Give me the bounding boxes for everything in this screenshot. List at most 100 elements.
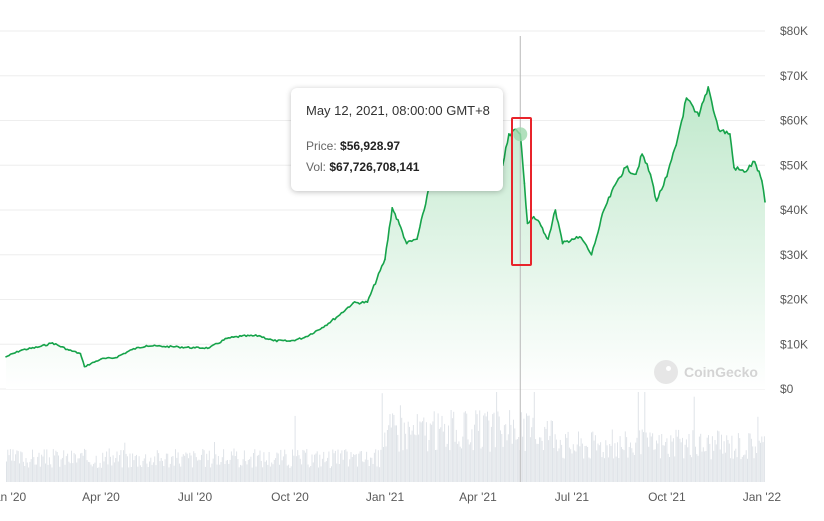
- volume-bar: [553, 448, 555, 482]
- volume-bar: [728, 443, 730, 482]
- hover-point: [513, 127, 528, 142]
- volume-bar: [498, 416, 500, 482]
- volume-bar: [754, 446, 756, 482]
- volume-bar: [116, 451, 118, 482]
- volume-bar: [16, 450, 18, 482]
- volume-bar: [567, 431, 569, 482]
- volume-bar: [587, 447, 589, 482]
- volume-bar: [33, 457, 35, 482]
- price-point: [272, 339, 275, 342]
- volume-bar: [693, 396, 695, 482]
- volume-bar: [337, 449, 339, 482]
- volume-bar: [418, 434, 420, 482]
- volume-bar: [624, 431, 626, 482]
- volume-bar: [312, 462, 314, 482]
- volume-bar: [615, 456, 617, 482]
- volume-bar: [58, 455, 59, 482]
- volume-bar: [520, 412, 522, 482]
- price-point: [707, 86, 709, 88]
- volume-bar: [126, 456, 128, 482]
- volume-bar: [152, 462, 154, 482]
- volume-bar: [680, 442, 682, 482]
- volume-bar: [55, 450, 57, 482]
- y-tick-label: $40K: [780, 203, 808, 217]
- volume-bar: [583, 458, 585, 482]
- volume-bar: [761, 436, 763, 482]
- volume-bar: [293, 455, 295, 482]
- volume-bar: [546, 421, 548, 482]
- coingecko-logo-icon: [654, 360, 678, 384]
- volume-bar: [455, 429, 457, 482]
- x-tick-label: Jan '20: [0, 490, 27, 504]
- volume-bar: [425, 422, 427, 482]
- volume-bar: [649, 432, 651, 482]
- volume-bar: [535, 439, 537, 482]
- volume-bar: [177, 452, 179, 482]
- volume-bar: [541, 440, 543, 482]
- volume-bar: [545, 428, 547, 482]
- volume-bar: [12, 449, 14, 482]
- volume-bar: [32, 449, 33, 482]
- volume-bar: [410, 434, 412, 482]
- volume-bar: [524, 451, 526, 482]
- volume-bar: [201, 454, 202, 482]
- x-axis: Jan '20 Apr '20 Jul '20 Oct '20 Jan '21 Apr '…: [0, 490, 781, 504]
- volume-bar: [305, 452, 306, 482]
- volume-bar: [188, 458, 189, 482]
- volume-bar: [195, 457, 197, 482]
- volume-bar: [613, 458, 615, 482]
- x-tick-label: Oct '20: [271, 490, 309, 504]
- volume-bar: [691, 457, 693, 482]
- volume-bar: [215, 454, 217, 482]
- volume-bar: [710, 459, 712, 482]
- price-line[interactable]: [5, 86, 766, 368]
- volume-bar: [492, 414, 494, 482]
- volume-bar: [470, 442, 472, 482]
- volume-bar: [159, 461, 161, 482]
- volume-bar: [730, 458, 732, 482]
- volume-bar: [572, 444, 574, 482]
- volume-bar: [155, 465, 157, 482]
- volume-bar: [711, 436, 713, 482]
- volume-bar: [494, 447, 496, 482]
- volume-bar: [472, 450, 474, 482]
- price-point: [532, 215, 535, 218]
- volume-bar: [637, 392, 639, 482]
- volume-bar: [570, 449, 572, 482]
- volume-bar: [186, 453, 188, 482]
- volume-bar: [115, 458, 117, 482]
- volume-bar: [191, 467, 193, 482]
- volume-bar: [747, 458, 748, 482]
- volume-bar: [763, 436, 765, 482]
- price-point: [289, 340, 291, 342]
- volume-bar: [379, 467, 381, 482]
- volume-bar: [476, 414, 478, 482]
- volume-bar: [84, 448, 85, 482]
- volume-bar: [371, 457, 373, 482]
- volume-bar: [90, 464, 92, 482]
- volume-bar: [397, 434, 399, 482]
- volume-bar: [314, 454, 316, 482]
- volume-bar: [437, 413, 439, 482]
- volume-bar: [180, 466, 182, 482]
- volume-bar: [178, 463, 180, 482]
- volume-bar: [331, 466, 332, 482]
- volume-bar: [61, 457, 63, 482]
- volume-bar: [203, 450, 205, 482]
- volume-bar: [60, 459, 62, 482]
- volume-bar: [276, 452, 278, 482]
- volume-bar: [718, 431, 720, 482]
- volume-bar: [381, 393, 383, 482]
- volume-bar: [390, 427, 392, 482]
- y-axis: $0 $10K $20K $30K $40K $50K $60K $70K $80K: [780, 24, 808, 396]
- volume-bar: [173, 465, 175, 482]
- volume-bar: [15, 454, 17, 482]
- volume-bar: [228, 463, 230, 482]
- volume-bar: [258, 454, 260, 482]
- volume-bar: [311, 454, 313, 482]
- tooltip-price-row: Price: $56,928.97: [306, 139, 400, 153]
- y-tick-label: $0: [780, 382, 794, 396]
- price-point: [38, 346, 40, 348]
- volume-bar: [731, 435, 733, 482]
